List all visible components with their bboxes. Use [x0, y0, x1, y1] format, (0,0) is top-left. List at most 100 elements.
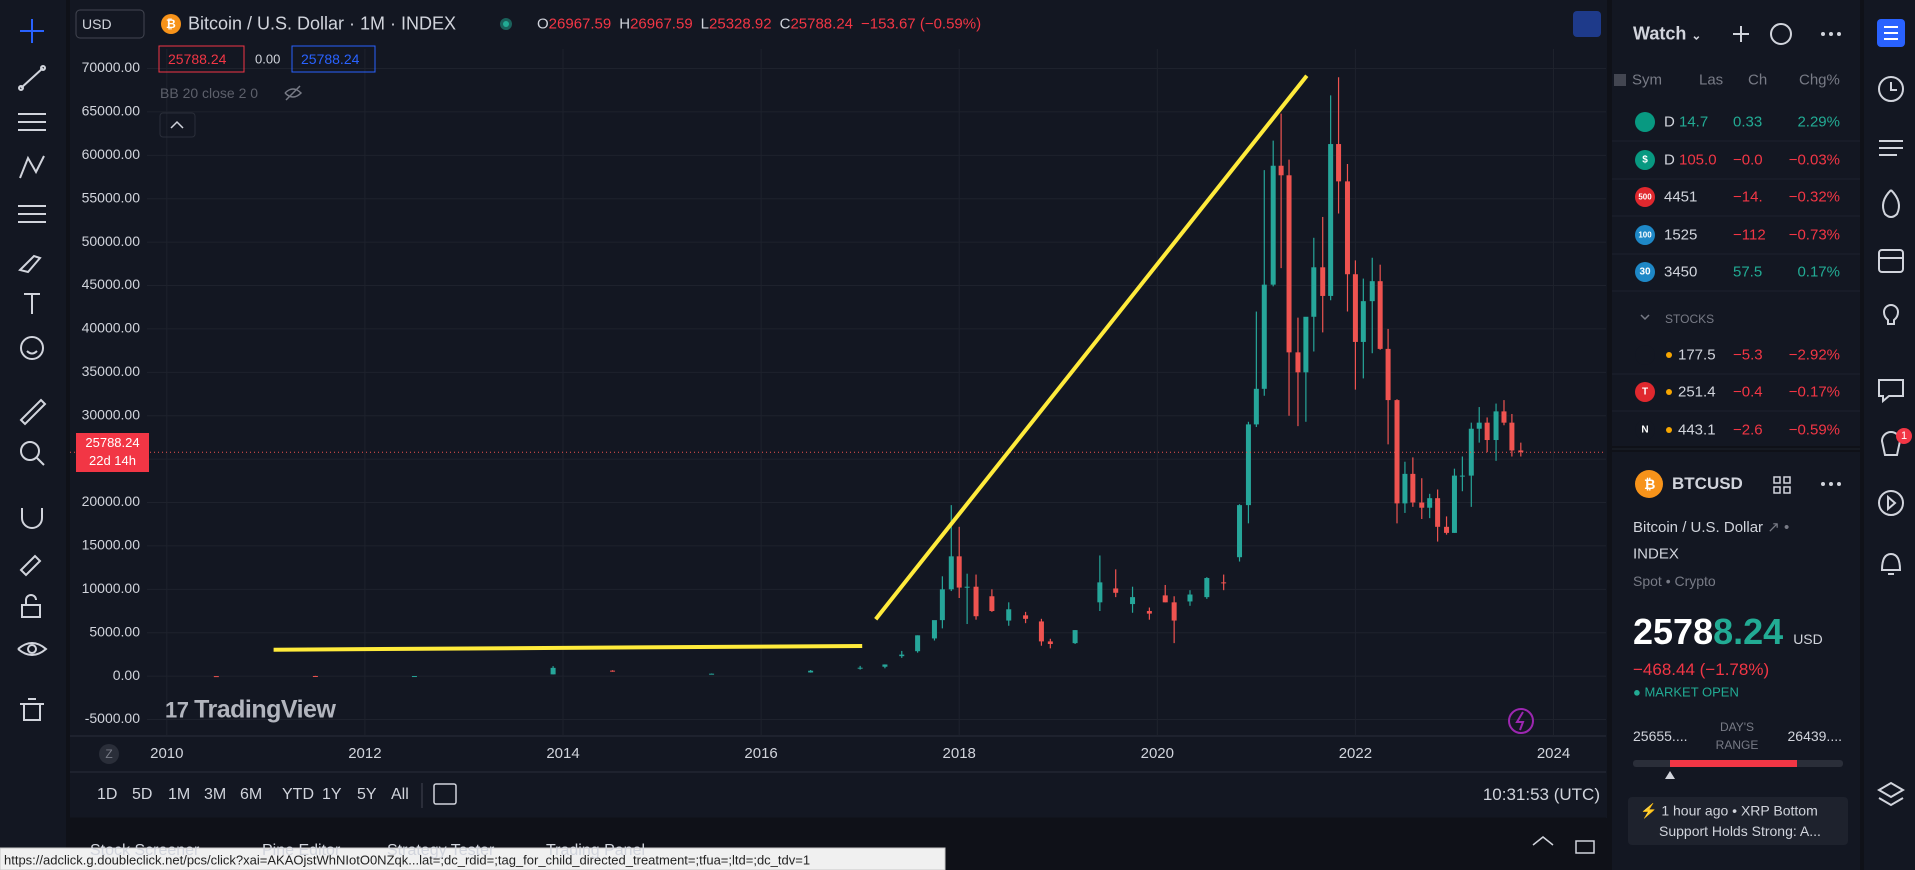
pie-icon[interactable]: [1770, 23, 1792, 45]
dot: [1666, 427, 1672, 433]
currency-box[interactable]: [75, 9, 145, 39]
range-button[interactable]: 1D: [97, 786, 118, 803]
symbol-icon: [1635, 225, 1655, 245]
lightning[interactable]: [1508, 708, 1534, 734]
candle-body: [956, 556, 962, 588]
candle-body: [1518, 450, 1524, 453]
price-currency: USD: [1793, 631, 1823, 647]
column-header[interactable]: Chg%: [1799, 71, 1840, 89]
add-icon[interactable]: [1733, 26, 1749, 42]
status-dot: ●: [1633, 684, 1645, 700]
icon-label: 30: [1639, 266, 1651, 278]
candle-body: [1320, 267, 1326, 296]
change: −0.0: [1733, 151, 1763, 169]
range-button[interactable]: 3M: [204, 786, 227, 803]
trend-line[interactable]: [874, 74, 1309, 621]
tool-icons[interactable]: [17, 19, 48, 721]
candle-body: [1038, 621, 1044, 642]
lightning-icon: [1515, 711, 1525, 731]
symbol[interactable]: 3450: [1664, 263, 1698, 281]
candle-body: [550, 667, 556, 675]
ticker[interactable]: BTCUSD: [1672, 474, 1743, 493]
range-button[interactable]: 1M: [168, 786, 191, 803]
news-icon: ⚡: [1640, 802, 1658, 819]
symbol-title[interactable]: Bitcoin / U.S. Dollar · 1M · INDEX: [188, 13, 457, 34]
symbol-icon: [1635, 420, 1655, 440]
icon-label: 100: [1638, 230, 1652, 240]
tab[interactable]: Pine Editor: [262, 842, 341, 859]
buy-box[interactable]: [291, 45, 376, 73]
panel-controls[interactable]: [1532, 836, 1595, 854]
sell-price[interactable]: 25788.24: [168, 51, 227, 67]
candle-body: [1484, 422, 1490, 441]
candle-body: [1394, 400, 1400, 504]
tab[interactable]: Strategy Tester: [387, 842, 495, 859]
icon-label: N: [1641, 424, 1649, 436]
y-tick-label: -5000.00: [85, 710, 140, 726]
y-tick-label: 20000.00: [82, 493, 141, 509]
fullscreen[interactable]: [1573, 11, 1601, 37]
collapse-button[interactable]: [159, 112, 196, 138]
ohlc: O26967.59 H26967.59 L25328.92 C25788.24 −153…: [537, 16, 981, 33]
symbol[interactable]: 4451: [1664, 188, 1698, 206]
change: −14.: [1733, 188, 1763, 206]
checkbox[interactable]: [1614, 74, 1626, 86]
candle-body: [1245, 424, 1251, 506]
range-button[interactable]: 1Y: [322, 786, 342, 803]
chevron[interactable]: [1640, 314, 1650, 321]
range-label: DAY'S RANGE: [1715, 720, 1759, 752]
watch-title[interactable]: Watch ⌄: [1633, 24, 1701, 45]
symbol[interactable]: D: [1664, 113, 1675, 131]
currency[interactable]: USD: [82, 16, 112, 32]
y-tick-label: 60000.00: [82, 146, 141, 162]
axis-corner[interactable]: Z: [105, 747, 113, 761]
symbol[interactable]: D: [1664, 151, 1675, 169]
caret: ⌄: [1691, 28, 1702, 43]
grid-icon[interactable]: [1773, 476, 1791, 494]
indicator[interactable]: BB 20 close 2 0: [160, 85, 259, 101]
sell-box[interactable]: [158, 45, 245, 73]
hide-icon[interactable]: [284, 85, 303, 101]
range-button[interactable]: 6M: [240, 786, 263, 803]
calendar[interactable]: [433, 783, 457, 805]
range-button[interactable]: All: [391, 786, 409, 803]
y-tick-label: 5000.00: [89, 623, 140, 639]
status-url: https://adclick.g.doubleclick.net/pcs/cl…: [4, 852, 811, 868]
trend-line[interactable]: [273, 644, 863, 652]
name-text: Bitcoin / U.S. Dollar: [1633, 519, 1764, 536]
candle-body: [1402, 473, 1408, 504]
range-button[interactable]: YTD: [282, 786, 314, 803]
column-header[interactable]: Las: [1699, 71, 1724, 89]
price-badge: 25788.24 22d 14h: [76, 433, 149, 473]
tab[interactable]: Trading Panel: [546, 842, 646, 859]
symbol[interactable]: 1525: [1664, 226, 1698, 244]
change-pct: 2.29%: [1797, 113, 1840, 131]
section-title: STOCKS: [1665, 312, 1715, 326]
column-header[interactable]: Ch: [1748, 71, 1768, 89]
tab[interactable]: Stock Screener: [90, 842, 200, 859]
status-dot: [503, 21, 509, 27]
news-line[interactable]: ⚡ 1 hour ago • XRP Bottom: [1640, 802, 1818, 819]
news-title: XRP Bottom: [1740, 802, 1818, 819]
more-icon[interactable]: [1821, 32, 1841, 36]
instrument-name[interactable]: Bitcoin / U.S. Dollar ↗ •: [1633, 518, 1789, 536]
news-box[interactable]: [1628, 797, 1848, 845]
candle-body: [1493, 411, 1499, 441]
range-button[interactable]: 5Y: [357, 786, 377, 803]
chart-pane: [70, 0, 1607, 818]
buy-price[interactable]: 25788.24: [301, 51, 360, 67]
candle-body: [709, 673, 715, 675]
x-tick-label: 2020: [1141, 745, 1174, 762]
candle-body: [610, 670, 616, 672]
clock: 10:31:53 (UTC): [1482, 785, 1600, 804]
news-more[interactable]: Support Holds Strong: A...: [1659, 823, 1821, 839]
side-icons[interactable]: [1877, 19, 1905, 807]
link-icon: ↗ •: [1767, 519, 1790, 536]
more-icon[interactable]: [1821, 482, 1841, 486]
range-button[interactable]: 5D: [132, 786, 153, 803]
candle-body: [1270, 165, 1276, 285]
column-header[interactable]: Sym: [1632, 71, 1662, 89]
candle-body: [1410, 473, 1416, 503]
candle-body: [1328, 144, 1334, 296]
zoom-reset[interactable]: [99, 744, 119, 764]
